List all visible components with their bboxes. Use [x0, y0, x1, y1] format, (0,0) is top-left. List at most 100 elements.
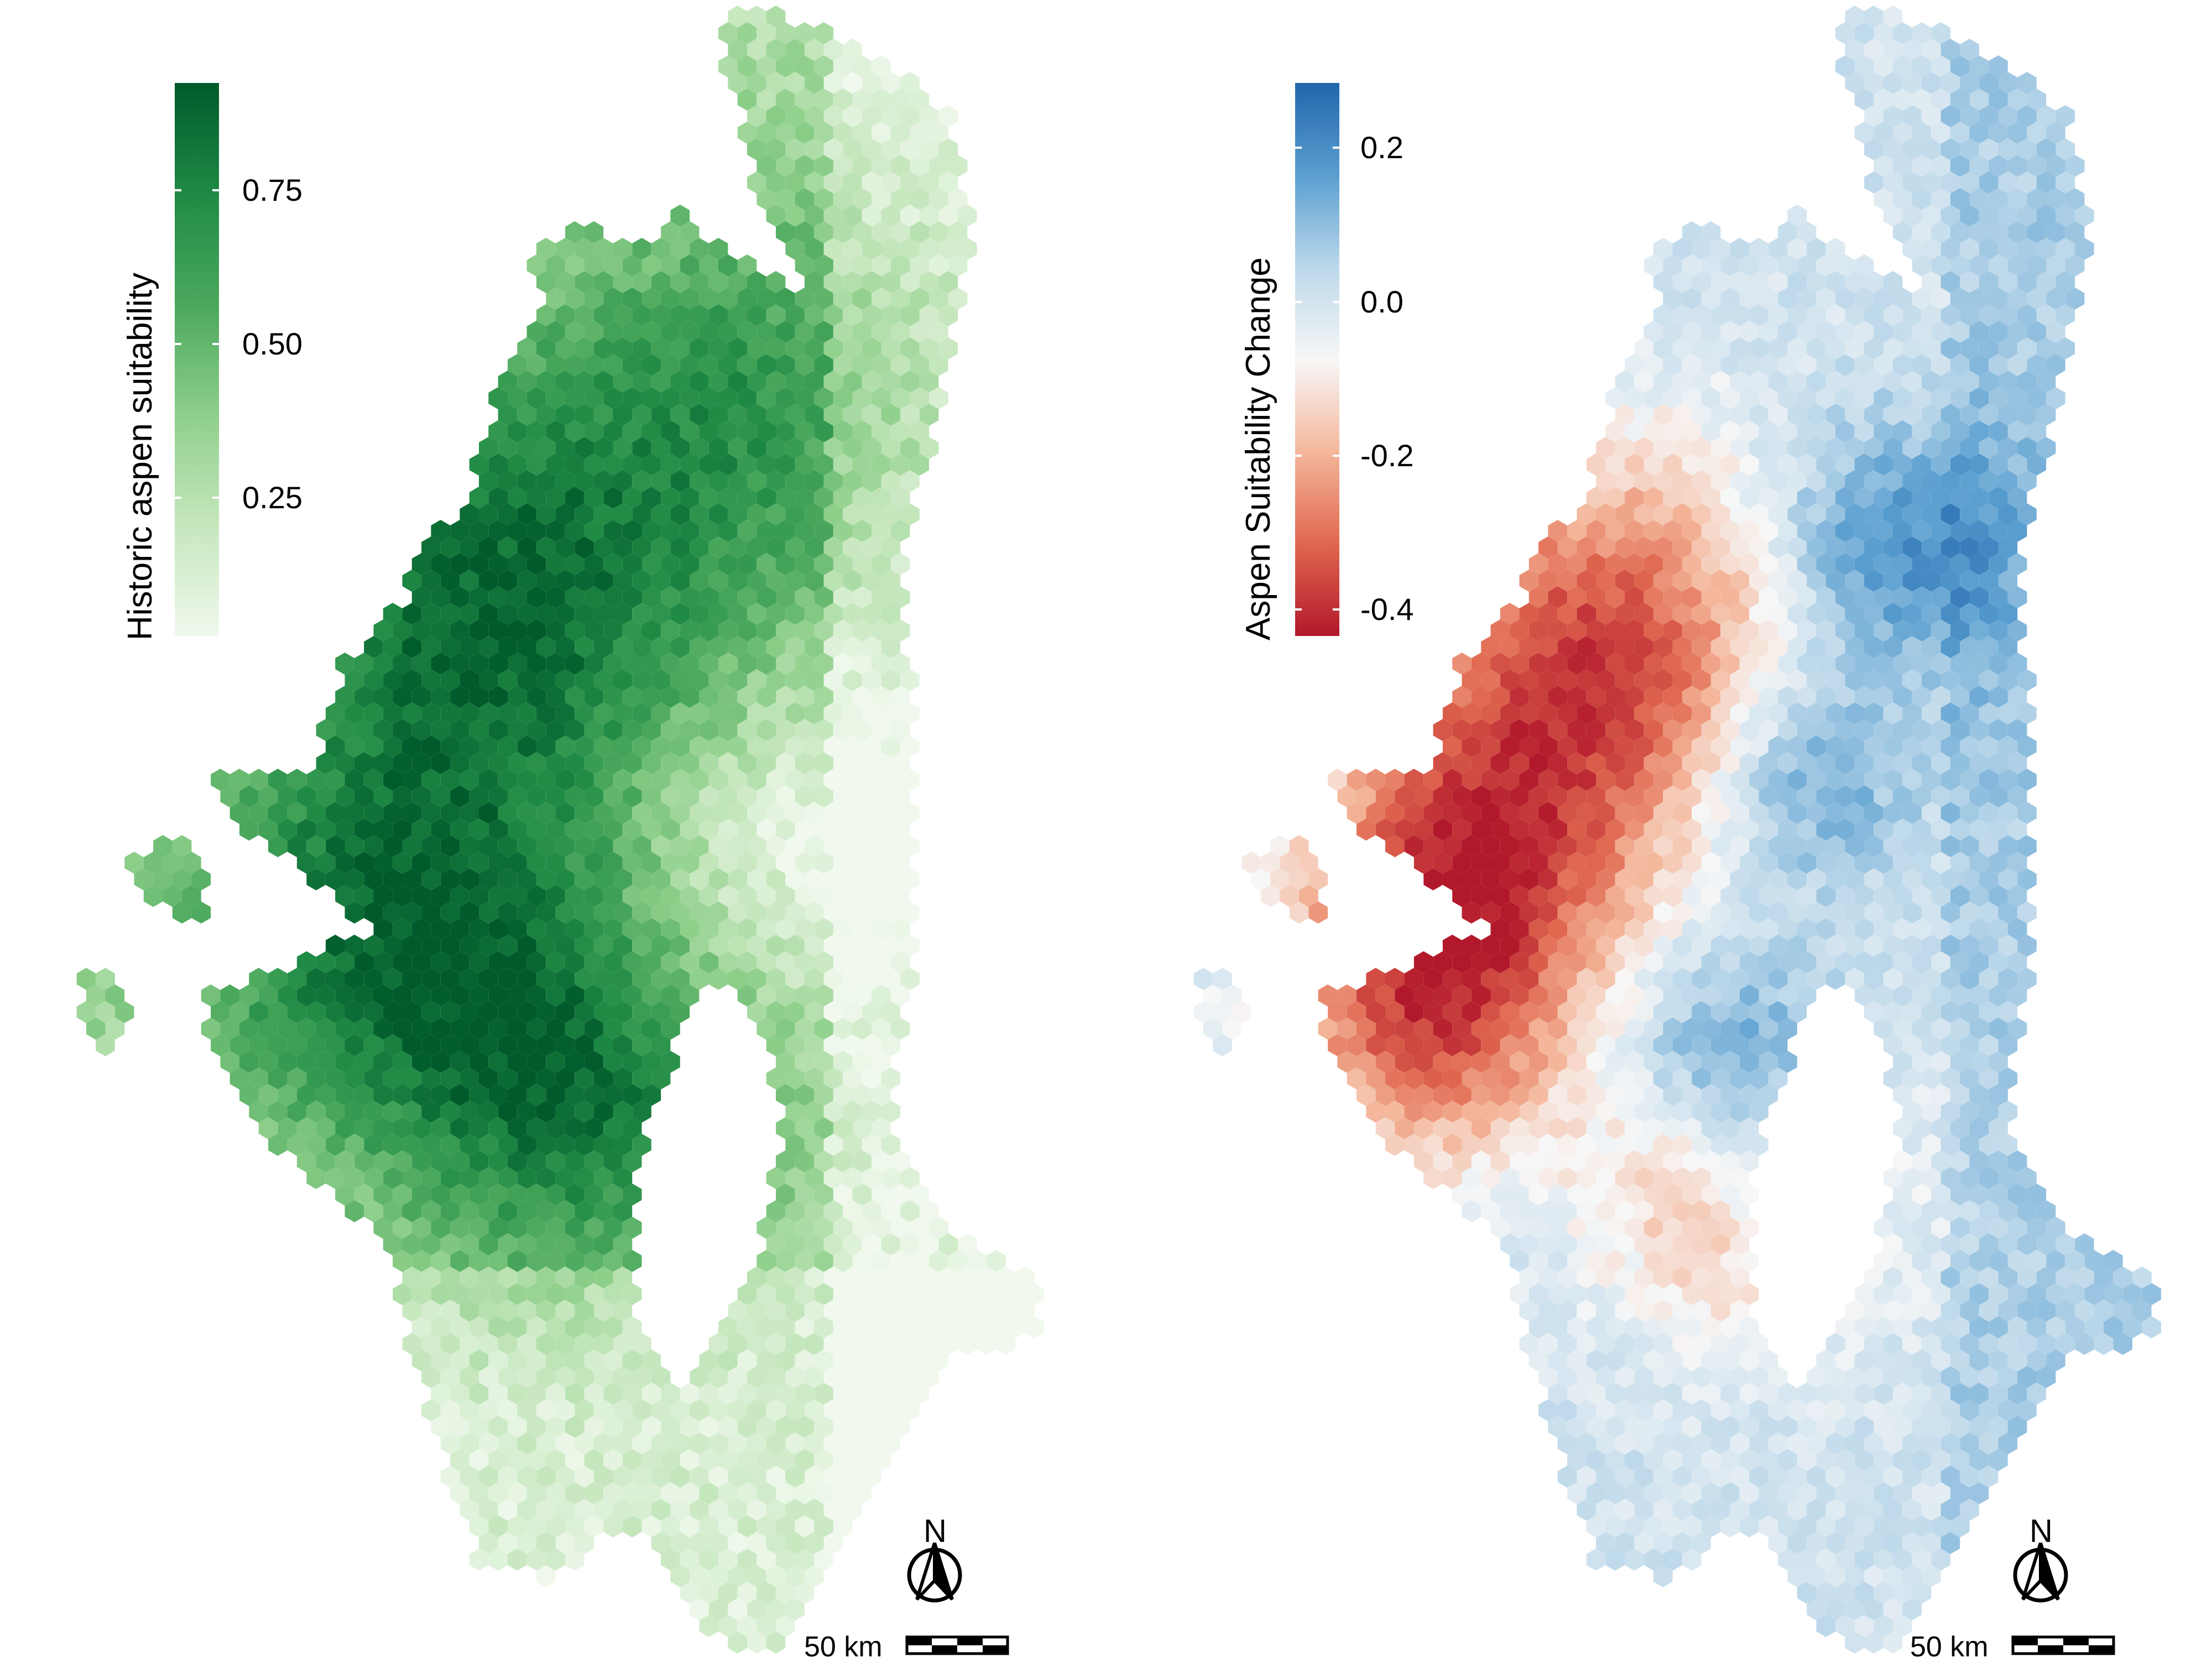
map-cell	[546, 1051, 565, 1073]
map-cell	[872, 852, 891, 874]
map-cell	[670, 901, 690, 924]
map-cell	[622, 553, 642, 575]
map-cell	[728, 1466, 747, 1488]
map-cell	[661, 885, 680, 907]
map-cell	[613, 570, 633, 592]
map-cell	[421, 968, 441, 990]
map-cell	[823, 1300, 843, 1322]
map-cell	[728, 1366, 747, 1388]
map-cell	[479, 1101, 498, 1123]
map-cell	[823, 769, 843, 791]
map-cell	[833, 122, 853, 144]
map-cell	[661, 785, 680, 807]
map-cell	[651, 1466, 671, 1488]
map-cell	[536, 536, 556, 559]
map-cell	[526, 354, 546, 376]
map-cell	[900, 404, 920, 426]
map-cell	[306, 1134, 326, 1156]
map-cell	[575, 1101, 594, 1123]
map-cell	[613, 404, 633, 426]
map-cell	[690, 1399, 709, 1421]
map-cell	[737, 885, 757, 907]
map-cell	[948, 188, 968, 210]
map-cell	[508, 1150, 527, 1172]
map-cell	[546, 1250, 565, 1272]
map-cell	[747, 404, 766, 426]
map-cell	[565, 221, 585, 243]
map-cell	[699, 1482, 718, 1504]
map-cell	[603, 453, 623, 476]
map-cell	[345, 968, 364, 990]
map-cell	[823, 835, 843, 857]
map-cell	[555, 901, 575, 924]
map-cell	[718, 387, 738, 409]
suitability-change-panel: 0.2 0.0 -0.2 -0.4 Aspen Suitability Chan…	[1106, 0, 2212, 1661]
map-cell	[785, 503, 805, 525]
map-cell	[402, 603, 422, 625]
map-cell	[526, 453, 546, 476]
map-cell	[287, 769, 307, 791]
map-cell	[766, 603, 786, 625]
map-cell	[843, 470, 862, 492]
map-cell	[469, 686, 489, 708]
map-cell	[479, 901, 498, 924]
map-cell	[872, 1117, 891, 1139]
map-cell	[603, 852, 623, 874]
map-cell	[708, 1466, 728, 1488]
map-cell	[575, 304, 594, 326]
map-cell	[766, 1399, 786, 1421]
map-cell	[440, 1101, 460, 1123]
map-cell	[776, 752, 795, 774]
map-cell	[795, 785, 815, 807]
map-cell	[728, 470, 747, 492]
map-cell	[680, 619, 700, 642]
map-cell	[603, 752, 623, 774]
map-cell	[881, 736, 901, 758]
map-cell	[268, 1134, 288, 1156]
map-cell	[804, 1300, 824, 1322]
map-cell	[603, 1383, 623, 1405]
map-cell	[699, 453, 718, 476]
map-cell	[383, 968, 403, 990]
map-cell	[823, 1466, 843, 1488]
map-cell	[546, 752, 565, 774]
map-cell	[862, 138, 881, 160]
map-cell	[881, 72, 901, 94]
map-cell	[517, 1432, 536, 1455]
map-cell	[919, 238, 939, 260]
map-cell	[670, 702, 690, 724]
map-cell	[708, 1333, 728, 1355]
map-cell	[881, 968, 901, 990]
map-cell	[402, 1167, 422, 1189]
map-cell	[814, 1184, 833, 1206]
map-cell	[872, 1150, 891, 1172]
map-cell	[229, 769, 249, 791]
map-cell	[402, 769, 422, 791]
map-cell	[249, 769, 268, 791]
map-cell	[852, 221, 872, 243]
map-cell	[804, 702, 824, 724]
map-cell	[603, 1482, 623, 1504]
map-cell	[488, 453, 508, 476]
map-cell	[431, 1283, 451, 1305]
map-cell	[680, 719, 700, 741]
map-cell	[661, 1051, 680, 1073]
map-cell	[699, 387, 718, 409]
map-cell	[862, 503, 881, 525]
map-cell	[785, 603, 805, 625]
map-cell	[708, 304, 728, 326]
map-cell	[881, 935, 901, 957]
map-cell	[469, 852, 489, 874]
map-cell	[517, 1532, 536, 1554]
map-cell	[843, 304, 862, 326]
map-cell	[938, 205, 958, 227]
map-cell	[632, 503, 651, 525]
map-cell	[622, 885, 642, 907]
map-cell	[479, 802, 498, 824]
map-cell	[881, 769, 901, 791]
map-cell	[651, 1067, 671, 1089]
map-cell	[325, 868, 345, 890]
map-cell	[622, 354, 642, 376]
map-cell	[737, 719, 757, 741]
map-cell	[287, 1001, 307, 1023]
